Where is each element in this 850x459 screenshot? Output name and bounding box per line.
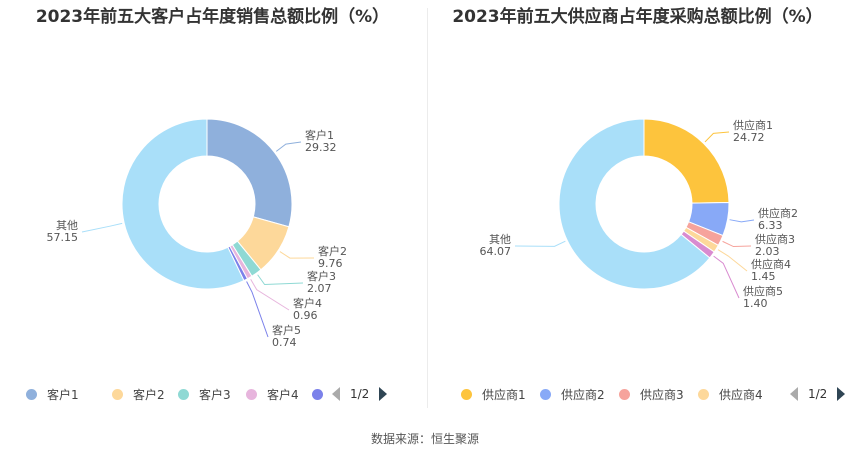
leader-line — [250, 278, 290, 311]
slice-label: 客户3 — [307, 269, 336, 283]
leader-line — [722, 240, 752, 248]
slice-value-label: 0.96 — [293, 309, 318, 322]
chart-title: 2023年前五大客户占年度销售总额比例（%） — [35, 7, 390, 27]
slice-value-label: 24.72 — [733, 131, 765, 144]
legend-page-indicator: 1/2 — [350, 387, 370, 401]
chart-legend: 供应商1 供应商2 供应商3 供应商4 1/2 — [439, 383, 846, 405]
legend-next-arrow-icon[interactable] — [837, 387, 846, 401]
legend-swatch — [540, 388, 551, 400]
legend-label: 供应商2 — [561, 387, 605, 402]
legend-prev-arrow-icon[interactable] — [790, 387, 798, 401]
data-source-note: 数据来源：恒生聚源 — [370, 432, 479, 446]
slice-value-label: 0.74 — [272, 336, 297, 349]
legend-item[interactable]: 供应商4 — [698, 383, 763, 405]
legend-swatch — [461, 388, 472, 400]
slice-value-label: 29.32 — [305, 141, 337, 154]
slice-label: 供应商1 — [733, 118, 773, 132]
slice-value-label: 1.40 — [743, 297, 768, 310]
chart-legend: 客户1客户2客户3客户4客 1/2 — [14, 383, 411, 405]
legend-item[interactable]: 客户1 — [26, 383, 79, 405]
leader-line — [81, 222, 123, 233]
slice-label: 客户2 — [318, 244, 347, 258]
legend-swatch — [26, 388, 37, 400]
legend-label: 客户1 — [47, 387, 79, 402]
slice-value-label: 64.07 — [480, 245, 512, 258]
slice-label: 供应商4 — [751, 257, 791, 271]
legend-label: 供应商1 — [482, 387, 526, 402]
supplier-chart-panel: 2023年前五大供应商占年度采购总额比例（%） 供应商1 24.72 供应商2 6.3… — [425, 0, 850, 415]
pie-slice[interactable] — [558, 118, 711, 290]
slice-label: 其他 — [489, 233, 511, 246]
slice-label: 客户1 — [305, 128, 334, 142]
legend-label: 供应商3 — [640, 387, 684, 402]
legend-next-arrow-icon[interactable] — [379, 387, 388, 401]
leader-line — [717, 249, 748, 272]
slice-value-label: 2.07 — [307, 282, 332, 295]
leader-line — [257, 274, 304, 286]
leader-line — [713, 255, 740, 299]
leader-line — [729, 219, 755, 223]
leader-line — [279, 251, 315, 259]
slice-value-label: 1.45 — [751, 270, 776, 283]
legend-label: 供应商4 — [719, 387, 763, 402]
legend-swatch — [246, 388, 257, 400]
leader-line — [514, 240, 566, 247]
leader-line — [275, 141, 302, 152]
legend-swatch — [619, 388, 630, 400]
slice-label: 供应商2 — [758, 206, 798, 220]
legend-item[interactable]: 客户4 — [246, 383, 299, 405]
legend-pager: 1/2 — [326, 383, 388, 405]
legend-swatch — [178, 388, 189, 400]
chart-title: 2023年前五大供应商占年度采购总额比例（%） — [452, 7, 823, 27]
slice-label: 供应商3 — [755, 232, 795, 246]
legend-item[interactable]: 供应商1 — [461, 383, 526, 405]
legend-swatch — [698, 388, 709, 400]
slice-value-label: 57.15 — [47, 231, 79, 244]
legend-swatch — [112, 388, 123, 400]
legend-pager: 1/2 — [784, 383, 846, 405]
slice-label: 客户4 — [293, 296, 322, 310]
customer-chart-panel: 2023年前五大客户占年度销售总额比例（%） 客户1 29.32 客户2 9.76 客户… — [0, 0, 425, 415]
slice-value-label: 2.03 — [755, 245, 780, 258]
pie-slice[interactable] — [643, 118, 730, 204]
slice-label: 供应商5 — [743, 284, 783, 298]
legend-label: 客户2 — [133, 387, 165, 402]
legend-label: 客户4 — [267, 387, 299, 402]
legend-label: 客户3 — [199, 387, 231, 402]
slice-label: 其他 — [56, 219, 78, 232]
legend-prev-arrow-icon[interactable] — [332, 387, 340, 401]
pie-slice[interactable] — [121, 118, 245, 290]
leader-line — [704, 131, 730, 143]
leader-line — [246, 281, 269, 338]
slice-value-label: 9.76 — [318, 257, 343, 270]
legend-item[interactable]: 客户2 — [112, 383, 165, 405]
legend-swatch — [312, 388, 323, 400]
legend-page-indicator: 1/2 — [808, 387, 828, 401]
pie-slice[interactable] — [206, 118, 293, 228]
slice-label: 客户5 — [272, 323, 301, 337]
panel-divider — [427, 8, 428, 408]
legend-item[interactable]: 客户3 — [178, 383, 231, 405]
slice-value-label: 6.33 — [758, 219, 783, 232]
legend-item[interactable]: 供应商3 — [619, 383, 684, 405]
legend-item[interactable]: 供应商2 — [540, 383, 605, 405]
